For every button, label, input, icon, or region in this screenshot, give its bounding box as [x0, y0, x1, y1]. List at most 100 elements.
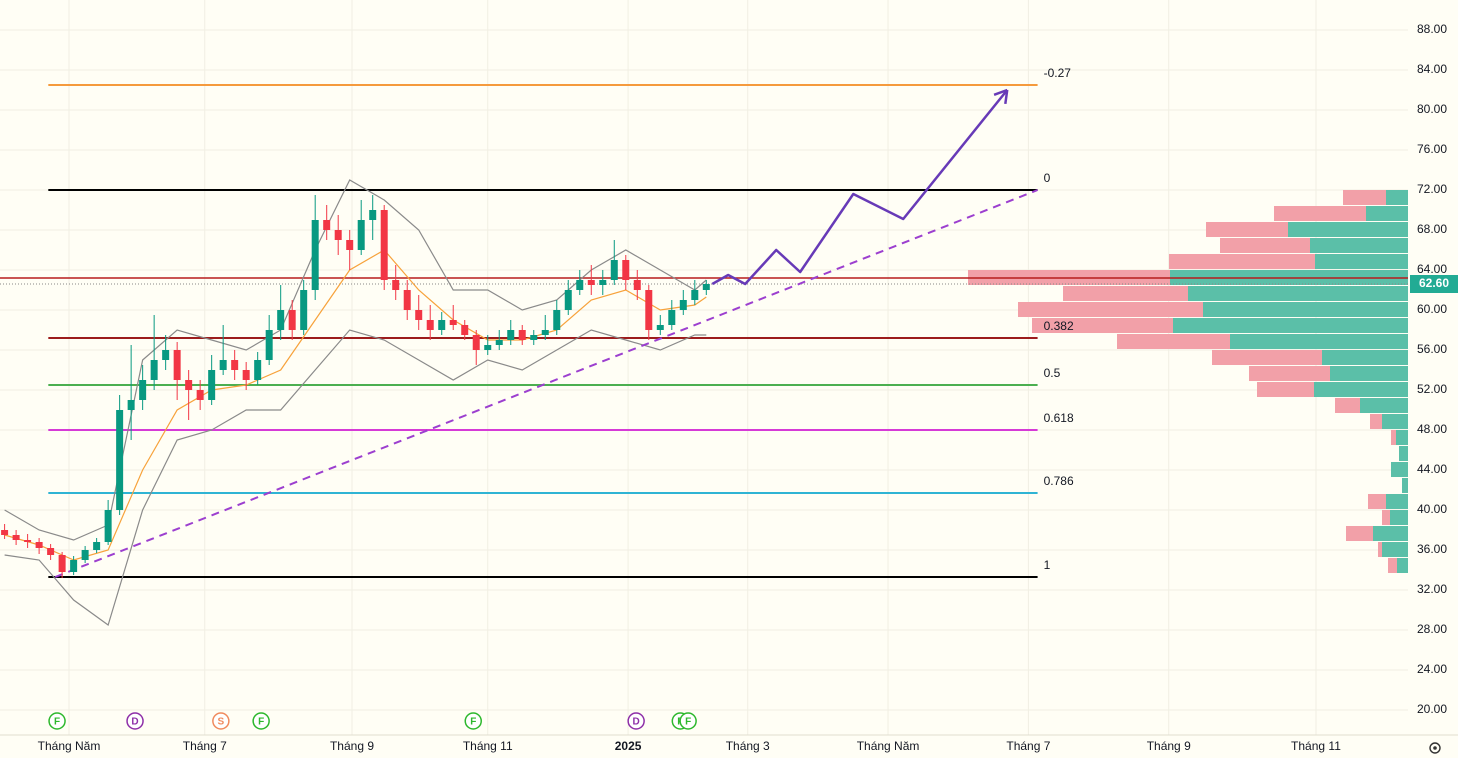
candle-body: [288, 310, 296, 330]
indicator-line: [4, 249, 707, 561]
candle-body: [35, 542, 43, 548]
y-tick-label: 48.00: [1417, 422, 1447, 436]
y-tick-label: 40.00: [1417, 502, 1447, 516]
candle-body: [300, 290, 308, 330]
candle-body: [426, 320, 434, 330]
y-tick-label: 56.00: [1417, 342, 1447, 356]
profile-down-bar: [1249, 366, 1330, 381]
candle-body: [668, 310, 676, 325]
profile-up-bar: [1390, 510, 1408, 525]
y-tick-label: 36.00: [1417, 542, 1447, 556]
candle-body: [173, 350, 181, 380]
candle-body: [553, 310, 561, 330]
y-tick-label: 52.00: [1417, 382, 1447, 396]
event-label: F: [685, 717, 691, 728]
candle-body: [495, 340, 503, 345]
candle-body: [392, 280, 400, 290]
event-label: F: [470, 717, 476, 728]
x-tick-label: Tháng 11: [463, 739, 513, 753]
profile-down-bar: [1378, 542, 1382, 557]
settings-icon-center[interactable]: [1433, 746, 1437, 750]
candle-body: [541, 330, 549, 335]
candle-body: [518, 330, 526, 340]
y-tick-label: 84.00: [1417, 62, 1447, 76]
profile-up-bar: [1173, 318, 1408, 333]
candle-body: [576, 280, 584, 290]
x-tick-label: Tháng 9: [330, 739, 374, 753]
profile-up-bar: [1330, 366, 1408, 381]
candle-body: [81, 550, 89, 560]
candle-body: [116, 410, 124, 510]
profile-down-bar: [1335, 398, 1360, 413]
event-label: F: [54, 717, 60, 728]
candle-body: [507, 330, 515, 340]
event-label: F: [258, 717, 264, 728]
candle-body: [403, 290, 411, 310]
y-tick-label: 60.00: [1417, 302, 1447, 316]
profile-down-bar: [1346, 526, 1373, 541]
profile-up-bar: [1382, 414, 1408, 429]
profile-down-bar: [1388, 558, 1397, 573]
profile-down-bar: [1206, 222, 1288, 237]
y-tick-label: 20.00: [1417, 702, 1447, 716]
profile-down-bar: [1117, 334, 1230, 349]
fib-label: 0.5: [1044, 366, 1061, 380]
settings-icon[interactable]: [1429, 742, 1441, 754]
candle-body: [323, 220, 331, 230]
fib-label: 0.618: [1044, 411, 1074, 425]
profile-down-bar: [1220, 238, 1310, 253]
y-tick-label: 32.00: [1417, 582, 1447, 596]
event-marker: [126, 712, 144, 730]
candle-body: [449, 320, 457, 325]
event-label: D: [633, 717, 640, 728]
y-tick-label: 24.00: [1417, 662, 1447, 676]
fib-label: 1: [1044, 558, 1051, 572]
candle-body: [438, 320, 446, 330]
x-tick-label: Tháng 7: [1006, 739, 1050, 753]
profile-down-bar: [1257, 382, 1314, 397]
profile-down-bar: [1391, 430, 1396, 445]
profile-up-bar: [1397, 558, 1408, 573]
candle-body: [656, 325, 664, 330]
candle-body: [1, 530, 9, 535]
profile-up-bar: [1310, 238, 1408, 253]
y-tick-label: 68.00: [1417, 222, 1447, 236]
profile-down-bar: [1212, 350, 1322, 365]
candle-body: [702, 284, 710, 290]
candle-body: [679, 300, 687, 310]
fib-label: 0.786: [1044, 474, 1074, 488]
candle-body: [311, 220, 319, 290]
x-tick-label: Tháng Năm: [38, 739, 101, 753]
candle-body: [369, 210, 377, 220]
profile-up-bar: [1366, 206, 1408, 221]
candle-body: [484, 345, 492, 350]
candle-body: [196, 390, 204, 400]
candle-body: [104, 510, 112, 542]
profile-up-bar: [1386, 494, 1408, 509]
profile-down-bar: [1063, 286, 1188, 301]
x-tick-label: Tháng 9: [1147, 739, 1191, 753]
profile-up-bar: [1386, 190, 1408, 205]
candle-body: [357, 220, 365, 250]
candle-body: [334, 230, 342, 240]
candle-body: [472, 335, 480, 350]
profile-up-bar: [1230, 334, 1408, 349]
x-tick-label: 2025: [615, 739, 642, 753]
event-marker: [627, 712, 645, 730]
event-label: D: [131, 717, 138, 728]
candle-body: [277, 310, 285, 330]
event-label: S: [218, 717, 225, 728]
profile-up-bar: [1382, 542, 1408, 557]
profile-down-bar: [1370, 414, 1382, 429]
indicator-line: [4, 179, 707, 541]
y-tick-label: 88.00: [1417, 22, 1447, 36]
candle-body: [93, 542, 101, 550]
projection-path: [711, 89, 1009, 286]
fib-label: 0.382: [1044, 319, 1074, 333]
profile-down-bar: [1274, 206, 1366, 221]
settings-button[interactable]: [1429, 742, 1441, 754]
indicator-line: [4, 329, 707, 626]
event-marker: [679, 712, 697, 730]
fib-label: 0: [1044, 171, 1051, 185]
